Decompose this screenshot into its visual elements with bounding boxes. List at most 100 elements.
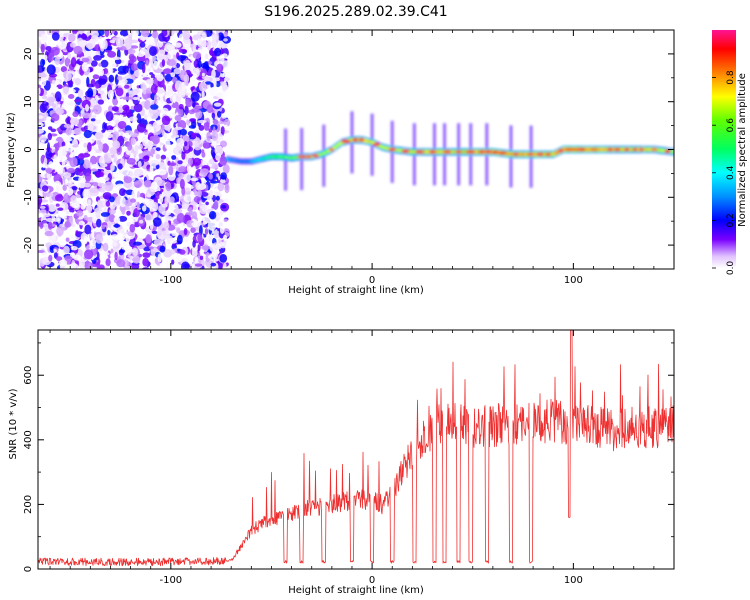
noise-speckle <box>152 211 158 219</box>
noise-speckle <box>144 99 151 110</box>
noise-speckle <box>213 200 219 210</box>
noise-speckle <box>155 147 161 152</box>
noise-speckle <box>129 223 136 233</box>
noise-speckle <box>169 240 177 244</box>
noise-speckle <box>90 118 96 122</box>
noise-speckle <box>132 88 140 95</box>
noise-speckle <box>161 123 165 131</box>
track-hotspot <box>623 147 630 152</box>
noise-speckle <box>188 172 195 176</box>
noise-speckle <box>72 144 79 148</box>
noise-speckle <box>152 217 162 227</box>
x-tick-label: 0 <box>369 275 375 286</box>
noise-speckle <box>139 192 146 198</box>
noise-speckle <box>179 128 188 136</box>
noise-speckle <box>63 245 70 255</box>
noise-speckle <box>47 142 50 153</box>
noise-speckle <box>69 42 76 48</box>
noise-speckle <box>117 75 123 81</box>
noise-speckle <box>94 226 101 233</box>
noise-speckle <box>113 216 121 224</box>
track-hotspot <box>513 152 519 156</box>
noise-speckle <box>81 57 90 63</box>
noise-speckle <box>223 198 229 202</box>
track-hotspot <box>527 152 533 156</box>
snr-plot: -100 0 100 0 200 400 600 Height of straight l… <box>8 329 675 596</box>
noise-speckle <box>222 82 227 92</box>
noise-speckle <box>133 208 140 218</box>
noise-speckle <box>215 122 221 133</box>
noise-speckle <box>220 178 226 184</box>
track-hotspot <box>545 152 551 156</box>
noise-speckle <box>121 78 128 84</box>
noise-speckle <box>113 155 117 164</box>
noise-speckle <box>158 204 166 214</box>
noise-speckle <box>105 258 111 267</box>
noise-speckle <box>203 121 210 131</box>
noise-speckle <box>61 215 67 220</box>
x-tick-label: 100 <box>564 575 583 586</box>
y-tick-label: -10 <box>23 189 34 205</box>
noise-speckle <box>221 113 228 119</box>
noise-speckle <box>214 47 222 57</box>
snr-x-ticks: -100 0 100 <box>49 330 675 586</box>
noise-speckle <box>223 262 227 269</box>
noise-speckle <box>127 254 133 258</box>
track-hotspot <box>358 138 365 142</box>
noise-speckle <box>216 173 220 178</box>
noise-speckle <box>165 181 172 192</box>
noise-speckle <box>70 195 77 203</box>
noise-speckle <box>159 193 164 199</box>
noise-speckle <box>111 131 120 142</box>
noise-speckle <box>141 63 146 74</box>
noise-speckle <box>212 119 219 125</box>
noise-speckle <box>136 113 142 124</box>
noise-speckle <box>98 63 102 67</box>
noise-speckle <box>198 124 205 131</box>
noise-speckle <box>42 95 48 100</box>
noise-speckle <box>156 88 165 94</box>
noise-speckle <box>210 180 219 184</box>
noise-speckle <box>50 46 60 56</box>
noise-speckle <box>207 255 213 259</box>
noise-speckle <box>130 105 135 110</box>
noise-speckle <box>221 89 229 98</box>
y-tick-label: 400 <box>23 430 34 449</box>
noise-speckle <box>177 55 187 61</box>
noise-speckle <box>102 92 107 103</box>
noise-speckle <box>162 68 172 75</box>
noise-speckle <box>219 254 228 263</box>
noise-speckle <box>136 123 146 133</box>
noise-speckle <box>199 255 204 260</box>
noise-speckle <box>216 63 224 73</box>
noise-speckle <box>64 178 69 185</box>
track-hotspot <box>558 149 564 153</box>
noise-speckle <box>152 121 161 132</box>
track-hotspot <box>483 150 493 154</box>
noise-speckle <box>132 96 139 101</box>
noise-speckle <box>167 216 173 221</box>
noise-speckle <box>149 207 156 212</box>
noise-speckle <box>82 159 91 169</box>
noise-speckle <box>104 132 113 139</box>
noise-speckle <box>60 66 67 73</box>
noise-speckle <box>56 226 64 237</box>
noise-speckle <box>51 32 60 41</box>
noise-speckle <box>192 240 196 248</box>
noise-speckle <box>174 115 182 122</box>
noise-speckle <box>125 132 130 136</box>
noise-speckle <box>63 123 71 128</box>
noise-speckle <box>184 105 189 116</box>
noise-speckle <box>111 114 120 120</box>
noise-speckle <box>210 162 219 169</box>
snr-frame <box>37 329 675 570</box>
colorbar-tick-label: 0.2 <box>726 213 736 227</box>
track-hotspot <box>465 150 476 154</box>
noise-speckle <box>94 171 104 178</box>
noise-speckle <box>128 116 138 122</box>
noise-speckle <box>219 156 228 166</box>
noise-speckle <box>219 225 225 234</box>
x-tick-label: 0 <box>369 575 375 586</box>
noise-speckle <box>142 205 147 212</box>
noise-speckle <box>111 206 115 210</box>
